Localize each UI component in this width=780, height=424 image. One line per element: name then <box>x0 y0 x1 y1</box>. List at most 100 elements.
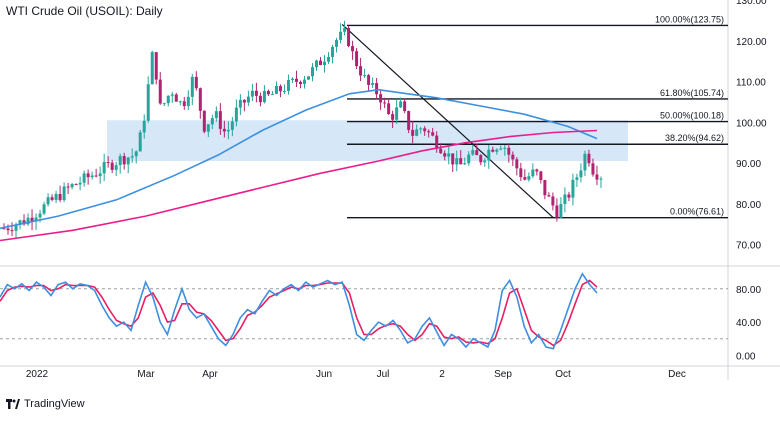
candle-body <box>138 132 142 152</box>
candle-body <box>278 86 282 92</box>
candle-body <box>351 46 355 52</box>
candle-body <box>431 132 435 136</box>
candle-body <box>110 162 114 170</box>
candle-body <box>254 90 258 96</box>
candle-body <box>499 148 503 150</box>
x-tick-label-5: 2 <box>439 369 445 380</box>
candle-body <box>150 52 154 85</box>
candle-body <box>519 168 523 178</box>
candle-body <box>335 39 339 47</box>
candle-body <box>14 224 18 231</box>
candle-body <box>435 135 439 149</box>
candle-body <box>230 121 234 130</box>
candle-body <box>50 197 54 200</box>
candle-body <box>487 149 491 161</box>
candle-body <box>94 175 98 177</box>
candle-body <box>106 162 110 164</box>
candle-body <box>222 128 226 132</box>
candle-body <box>455 158 459 165</box>
candle-body <box>282 91 286 93</box>
y-tick-label-2: 110.00 <box>736 78 766 89</box>
highlight-zone <box>107 120 628 162</box>
candle-body <box>451 153 455 165</box>
candle-body <box>214 111 218 119</box>
y-tick-label-4: 90.00 <box>736 159 761 170</box>
candle-body <box>551 196 555 206</box>
candle-body <box>575 177 579 180</box>
candle-body <box>543 180 547 196</box>
y-tick-label-1: 120.00 <box>736 37 767 48</box>
stochastic-k-line <box>0 272 598 350</box>
candle-body <box>423 128 427 132</box>
candle-body <box>567 194 571 198</box>
candle-body <box>142 120 146 133</box>
candle-body <box>599 178 603 180</box>
candle-body <box>102 162 106 174</box>
candle-body <box>323 61 327 65</box>
candle-body <box>383 102 387 104</box>
candle-body <box>114 165 118 170</box>
x-tick-label-1: Mar <box>137 369 155 380</box>
tradingview-logo-icon <box>6 399 20 409</box>
candle-body <box>459 158 463 165</box>
trendline <box>341 24 554 219</box>
y-tick-label-5: 80.00 <box>736 200 761 211</box>
candle-body <box>166 95 170 104</box>
candle-body <box>194 76 198 89</box>
candle-body <box>62 186 66 201</box>
candle-body <box>535 169 539 172</box>
moving-average-fast-line <box>0 88 598 230</box>
candle-body <box>371 83 375 85</box>
fib-label-2: 50.00%(100.18) <box>660 111 724 121</box>
x-tick-label-7: Oct <box>555 369 571 380</box>
candle-body <box>54 194 58 200</box>
candle-body <box>339 31 343 40</box>
candle-body <box>234 107 238 122</box>
candle-body <box>515 159 519 169</box>
candle-body <box>258 95 262 103</box>
candle-body <box>302 79 306 84</box>
candle-body <box>310 67 314 77</box>
candle-body <box>331 46 335 57</box>
candle-body <box>38 213 42 218</box>
candle-body <box>539 171 543 181</box>
candle-body <box>503 147 507 149</box>
candle-body <box>262 90 266 103</box>
candle-body <box>86 173 90 178</box>
candle-body <box>359 66 363 76</box>
candle-body <box>559 203 563 218</box>
candle-body <box>270 93 274 95</box>
tradingview-brand[interactable]: TradingView <box>6 398 85 410</box>
candle-body <box>30 217 34 222</box>
candle-body <box>375 83 379 95</box>
y-tick-label-3: 100.00 <box>736 118 767 129</box>
candle-body <box>391 114 395 120</box>
candle-body <box>82 173 86 183</box>
candle-body <box>90 175 94 178</box>
candle-body <box>571 179 575 198</box>
candle-body <box>306 76 310 80</box>
moving-average-slow-line <box>0 129 598 242</box>
candle-body <box>154 52 158 80</box>
candle-body <box>74 184 78 186</box>
candle-body <box>66 186 70 188</box>
candle-body <box>531 169 535 177</box>
candle-body <box>411 129 415 136</box>
x-tick-label-3: Jun <box>316 369 332 380</box>
candle-body <box>46 197 50 205</box>
candle-body <box>583 153 587 171</box>
candle-body <box>298 81 302 84</box>
candle-body <box>379 94 383 103</box>
candle-body <box>2 228 6 230</box>
candle-body <box>587 153 591 164</box>
candle-body <box>70 184 74 188</box>
candle-body <box>527 176 531 180</box>
candle-body <box>367 75 371 85</box>
candle-body <box>218 111 222 129</box>
osc-y-tick-label-0: 80.00 <box>736 285 761 296</box>
candle-body <box>495 149 499 152</box>
candle-body <box>407 111 411 130</box>
candle-body <box>10 230 14 232</box>
